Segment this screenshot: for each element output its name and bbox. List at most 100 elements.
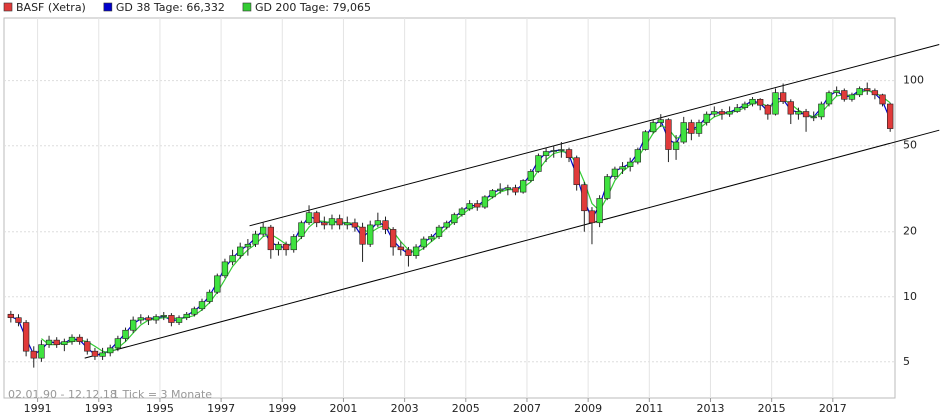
candle-body <box>596 198 603 224</box>
x-tick-label: 1993 <box>85 402 113 415</box>
candle-body <box>558 149 565 151</box>
candle-body <box>328 218 336 226</box>
candle-body <box>887 103 894 129</box>
candle-body <box>252 233 259 245</box>
candle-body <box>787 101 794 115</box>
candle-body <box>542 151 550 156</box>
candle-body <box>665 119 672 150</box>
legend-swatch <box>242 2 252 12</box>
candle-body <box>168 315 175 323</box>
candle-body <box>137 317 144 321</box>
legend-label: BASF (Xetra) <box>16 1 86 14</box>
candle-body <box>481 196 489 208</box>
candle-body <box>680 122 687 143</box>
candle-body <box>61 341 68 345</box>
candle-body <box>627 161 634 167</box>
candle-body <box>871 90 879 96</box>
candle-body <box>237 246 244 256</box>
candle-body <box>604 176 611 199</box>
candle-body <box>489 190 496 198</box>
candle-body <box>290 236 297 251</box>
candle-body <box>107 347 114 354</box>
candle-body <box>267 226 274 251</box>
candle-body <box>191 308 198 315</box>
x-tick-label: 2001 <box>329 402 357 415</box>
candle-body <box>152 316 160 321</box>
candle-body <box>825 92 833 105</box>
candle-body <box>848 94 856 100</box>
candle-body <box>30 350 37 359</box>
candle-body <box>810 116 817 119</box>
candle-body <box>818 103 825 118</box>
candle-body <box>527 171 534 181</box>
candle-body <box>76 336 83 342</box>
candle-body <box>443 222 450 228</box>
candle-body <box>757 98 764 106</box>
candle-body <box>695 122 703 134</box>
x-tick-label: 1997 <box>207 402 235 415</box>
candle-body <box>214 275 221 293</box>
candle-body <box>336 218 343 226</box>
candle-body <box>634 149 642 163</box>
candle-body <box>68 336 76 342</box>
y-tick-label: 20 <box>903 225 917 238</box>
candle-body <box>114 338 122 349</box>
candle-body <box>718 111 726 115</box>
candle-body <box>619 166 626 170</box>
candle-body <box>764 104 771 115</box>
candle-body <box>397 246 404 251</box>
candle-body <box>672 141 680 150</box>
y-tick-label: 100 <box>903 74 924 87</box>
candle-body <box>466 203 473 210</box>
x-tick-label: 2003 <box>391 402 419 415</box>
candle-body <box>657 119 664 123</box>
candle-body <box>160 315 167 317</box>
candle-body <box>259 226 267 235</box>
candle-body <box>795 111 802 115</box>
candle-body <box>53 339 60 345</box>
candle-body <box>512 187 519 193</box>
legend-swatch <box>3 2 13 12</box>
x-tick-label: 2015 <box>758 402 786 415</box>
candle-body <box>841 90 848 100</box>
candle-body <box>344 222 351 226</box>
candle-body <box>206 291 213 302</box>
trendline <box>249 44 940 227</box>
candle-body <box>275 243 282 251</box>
legend-label: GD 38 Tage: 66,332 <box>116 1 225 14</box>
candle-body <box>833 90 840 93</box>
candle-body <box>856 88 863 96</box>
candle-body <box>435 226 443 237</box>
candle-body <box>703 113 710 123</box>
candle-body <box>573 157 580 186</box>
x-tick-label: 2017 <box>819 402 847 415</box>
y-tick-label: 10 <box>903 290 917 303</box>
candle-body <box>15 317 22 323</box>
candle-body <box>688 122 695 134</box>
candle-body <box>22 322 30 352</box>
candle-body <box>428 236 435 240</box>
candle-body <box>99 352 106 357</box>
candle-body <box>374 220 382 226</box>
candle-body <box>535 155 542 172</box>
legend-label: GD 200 Tage: 79,065 <box>255 1 371 14</box>
candle-body <box>474 203 481 208</box>
candle-body <box>711 111 718 115</box>
candle-body <box>145 317 152 321</box>
candle-body <box>7 313 14 318</box>
candle-body <box>519 180 527 193</box>
legend: BASF (Xetra) GD 38 Tage: 66,332 GD 200 Tag… <box>3 1 371 14</box>
tick-note: 1 Tick = 3 Monate <box>112 388 212 401</box>
candle-body <box>351 222 359 228</box>
candle-body <box>298 222 305 237</box>
trendline <box>84 129 940 359</box>
y-tick-label: 50 <box>903 139 917 152</box>
x-tick-label: 1995 <box>146 402 174 415</box>
candle-body <box>741 103 749 108</box>
candle-body <box>305 212 313 224</box>
x-tick-label: 2005 <box>452 402 480 415</box>
candle-body <box>497 188 504 191</box>
candle-body <box>802 111 810 118</box>
candle-body <box>642 131 649 150</box>
candle-body <box>420 238 427 248</box>
